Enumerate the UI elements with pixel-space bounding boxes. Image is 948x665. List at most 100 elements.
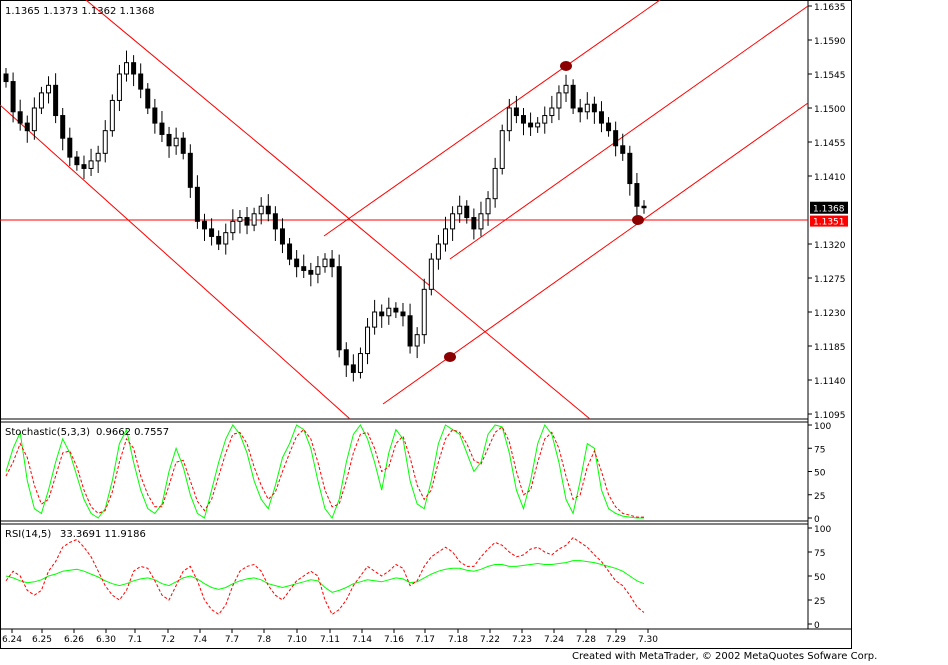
- candle-body: [10, 81, 16, 113]
- rsi-panel: 100 75 50 25 0: [5, 525, 831, 631]
- pivot-marker: [632, 215, 644, 225]
- candle-body: [386, 307, 392, 317]
- candle-body: [577, 107, 583, 113]
- candle-body: [570, 84, 576, 109]
- candle-body: [492, 167, 498, 200]
- time-tick-label: 7.16: [384, 635, 404, 645]
- candle-body: [379, 311, 385, 317]
- indicator-line-main: [5, 560, 645, 593]
- candle-body: [407, 315, 413, 347]
- time-tick-label: 6.24: [2, 635, 22, 645]
- candle-body: [634, 183, 640, 207]
- candle-body: [301, 266, 307, 271]
- price-tick-label: 1.1455: [814, 139, 846, 149]
- candle-body: [372, 311, 378, 328]
- candle-body: [428, 258, 434, 290]
- indicator-tick-label: 75: [814, 445, 825, 455]
- candle-body: [435, 243, 441, 260]
- candle-body: [400, 311, 406, 317]
- pivot-marker: [444, 352, 456, 362]
- candle-body: [584, 103, 590, 113]
- candle-body: [17, 111, 23, 124]
- price-tick-label: 1.1500: [814, 105, 846, 115]
- candle-body: [95, 152, 101, 162]
- candle-body: [109, 99, 115, 132]
- candle-body: [258, 205, 264, 215]
- candle-body: [3, 73, 9, 83]
- time-tick-label: 7.10: [287, 635, 307, 645]
- candle-body: [499, 130, 505, 169]
- candle-body: [308, 269, 314, 275]
- time-tick-label: 7.14: [352, 635, 372, 645]
- candle-body: [272, 213, 278, 230]
- candle-body: [46, 84, 52, 94]
- hline-price-box: [810, 215, 848, 227]
- candle-body: [549, 107, 555, 117]
- time-tick-label: 7.24: [544, 635, 564, 645]
- indicator-tick-label: 50: [814, 573, 826, 583]
- candle-body: [53, 84, 59, 117]
- indicator-line-main: [5, 423, 644, 520]
- stoch-values: 0.9662 0.7557: [96, 427, 169, 438]
- candle-body: [421, 288, 427, 336]
- price-tick-label: 1.1140: [814, 377, 846, 387]
- time-tick-label: 6.30: [96, 635, 116, 645]
- candle-body: [67, 137, 73, 158]
- candle-body: [180, 137, 186, 154]
- candle-body: [60, 115, 66, 139]
- candle-body: [336, 266, 342, 351]
- hline-price-label: 1.1351: [813, 218, 845, 228]
- candle-body: [478, 213, 484, 230]
- candle-body: [223, 232, 229, 245]
- rsi-title: RSI(14,5): [5, 529, 51, 540]
- candle-body: [506, 107, 512, 132]
- candle-body: [102, 130, 108, 154]
- candle-body: [556, 92, 562, 109]
- candle-body: [124, 62, 130, 75]
- trendline: [449, 5, 809, 260]
- price-tick-label: 1.1095: [814, 411, 846, 421]
- candle-body: [194, 186, 200, 222]
- candle-body: [31, 107, 37, 132]
- candle-body: [116, 73, 122, 101]
- candle-body: [563, 84, 569, 94]
- candle-body: [251, 213, 257, 226]
- time-tick-label: 7.8: [257, 635, 272, 645]
- candle-body: [613, 130, 619, 147]
- candle-body: [520, 115, 526, 124]
- candle-body: [591, 103, 597, 113]
- indicator-tick-label: 25: [814, 597, 825, 607]
- price-tick-label: 1.1590: [814, 37, 846, 47]
- candle-body: [24, 122, 30, 132]
- candle-body: [173, 137, 179, 147]
- indicator-tick-label: 100: [814, 422, 831, 432]
- time-tick-label: 6.26: [64, 635, 84, 645]
- candle-body: [357, 353, 363, 373]
- candle-body: [287, 243, 293, 260]
- candle-body: [209, 228, 215, 237]
- trendline: [0, 104, 351, 420]
- candle-body: [365, 326, 371, 355]
- price-tick-label: 1.1410: [814, 173, 846, 183]
- time-tick-label: 7.17: [415, 635, 435, 645]
- time-tick-label: 7.23: [512, 635, 532, 645]
- price-tick-label: 1.1635: [814, 3, 846, 13]
- candle-body: [187, 152, 193, 188]
- indicator-line-signal: [5, 426, 644, 518]
- candle-layer: [3, 50, 647, 382]
- candle-body: [244, 217, 250, 226]
- indicator-tick-label: 0: [814, 621, 820, 631]
- candle-body: [294, 258, 300, 268]
- time-tick-label: 6.25: [32, 635, 52, 645]
- time-tick-label: 7.18: [448, 635, 468, 645]
- time-tick-label: 7.22: [480, 635, 500, 645]
- candle-body: [528, 122, 534, 128]
- candle-body: [74, 156, 80, 166]
- candle-body: [606, 122, 612, 132]
- indicator-tick-label: 25: [814, 492, 825, 502]
- time-tick-label: 7.1: [128, 635, 142, 645]
- indicator-tick-label: 100: [814, 525, 831, 535]
- stoch-title: Stochastic(5,3,3): [5, 427, 90, 438]
- price-tick-label: 1.1545: [814, 71, 846, 81]
